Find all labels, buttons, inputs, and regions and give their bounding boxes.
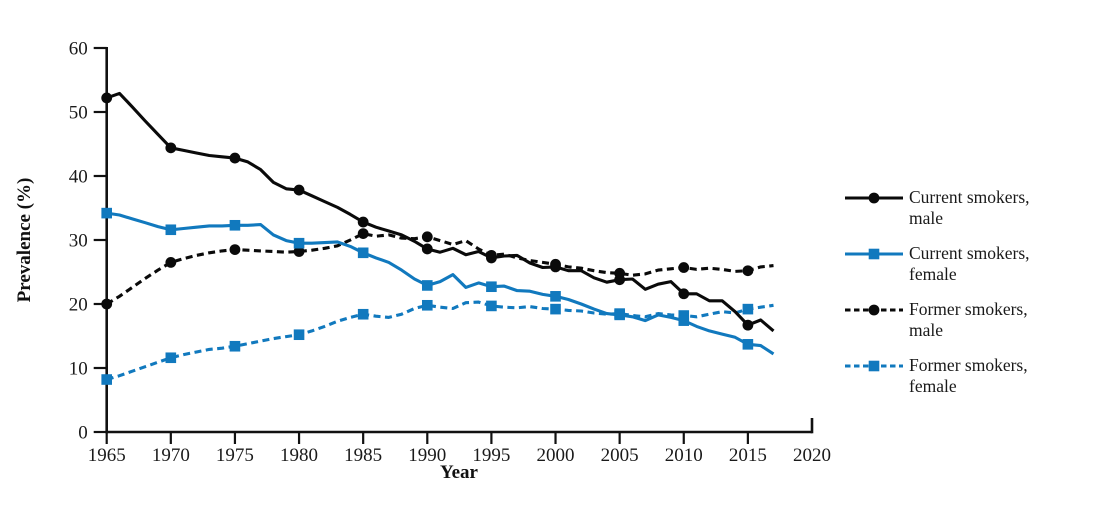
marker-circle-current-smokers-male: [101, 92, 113, 104]
legend-marker-square: [868, 248, 880, 260]
marker-square-former-smokers-female: [101, 374, 112, 385]
marker-square-current-smokers-female: [101, 207, 112, 219]
marker-circle-current-smokers-male: [165, 142, 177, 154]
legend: Current smokers, male Current smokers, f…: [845, 187, 1100, 397]
marker-square-current-smokers-female: [229, 219, 241, 231]
marker-square-current-smokers-female: [614, 309, 625, 321]
legend-sample-line-icon: [845, 191, 903, 205]
x-tick-label: 2000: [537, 445, 575, 466]
series-line-current-smokers-female: [106, 211, 775, 356]
marker-circle-former-smokers-male: [421, 231, 433, 243]
marker-circle-current-smokers-male: [550, 261, 561, 273]
marker-circle-current-smokers-male: [742, 319, 754, 331]
x-tick-label: 2005: [601, 445, 639, 466]
series-line-former-smokers-female: [106, 300, 774, 381]
series-layer: [101, 91, 775, 385]
legend-marker-circle: [868, 192, 880, 204]
marker-square-former-smokers-female: [550, 303, 561, 315]
marker-square-former-smokers-female: [421, 299, 433, 311]
marker-circle-former-smokers-male: [293, 246, 305, 257]
legend-label-line2: male: [909, 208, 944, 228]
y-tick-label: 30: [69, 231, 88, 252]
legend-label: Current smokers, male: [909, 187, 1030, 229]
legend-label-line1: Former smokers,: [909, 355, 1028, 375]
marker-square-former-smokers-female: [165, 352, 177, 364]
legend-label-line2: male: [909, 320, 944, 340]
marker-circle-current-smokers-male: [486, 252, 497, 264]
marker-square-current-smokers-female: [550, 291, 561, 302]
marker-circle-former-smokers-male: [357, 228, 369, 240]
x-tick-label: 2020: [793, 445, 831, 466]
marker-circle-current-smokers-male: [421, 243, 433, 255]
legend-item-former-smokers-female: Former smokers, female: [845, 355, 1100, 397]
x-tick-label: 2010: [665, 445, 703, 466]
legend-sample-line-icon: [845, 303, 903, 317]
marker-square-former-smokers-female: [357, 308, 369, 320]
y-tick-label: 0: [78, 423, 88, 444]
marker-circle-current-smokers-male: [293, 184, 305, 196]
legend-label-line2: female: [909, 376, 957, 396]
series-line-current-smokers-male: [106, 91, 775, 333]
legend-marker-square: [868, 360, 880, 372]
x-tick-label: 2015: [729, 445, 767, 466]
x-tick-label: 1980: [280, 445, 318, 466]
legend-label-line1: Former smokers,: [909, 299, 1028, 319]
y-tick-label: 20: [69, 295, 88, 316]
legend-item-former-smokers-male: Former smokers, male: [845, 299, 1100, 341]
y-axis-title: Prevalence (%): [14, 178, 35, 303]
y-tick-label: 60: [69, 39, 88, 60]
marker-circle-current-smokers-male: [678, 288, 690, 300]
y-tick-label: 40: [69, 167, 88, 188]
legend-marker-circle: [868, 304, 880, 316]
y-tick-label: 10: [69, 359, 88, 380]
marker-circle-former-smokers-male: [229, 244, 241, 256]
x-tick-label: 1985: [344, 445, 382, 466]
marker-square-current-smokers-female: [165, 224, 177, 236]
marker-circle-current-smokers-male: [614, 274, 626, 286]
marker-circle-former-smokers-male: [742, 265, 754, 277]
marker-square-former-smokers-female: [293, 329, 305, 341]
legend-label: Former smokers, female: [909, 355, 1028, 397]
marker-circle-current-smokers-male: [357, 216, 369, 228]
x-tick-label: 1965: [88, 445, 126, 466]
axes-layer: 0 10 20 30 40 50 60 1965 1970 1975 1980 1985 1990 199…: [69, 39, 831, 467]
x-axis-title: Year: [440, 462, 479, 483]
marker-square-current-smokers-female: [678, 315, 690, 326]
legend-label: Current smokers, female: [909, 243, 1030, 285]
marker-square-former-smokers-female: [229, 340, 241, 352]
marker-square-former-smokers-female: [742, 303, 754, 315]
legend-item-current-smokers-male: Current smokers, male: [845, 187, 1100, 229]
marker-square-current-smokers-female: [357, 247, 369, 259]
marker-circle-former-smokers-male: [165, 257, 177, 268]
legend-label-line2: female: [909, 264, 957, 284]
legend-sample-line-icon: [845, 359, 903, 373]
marker-square-former-smokers-female: [486, 300, 497, 312]
x-tick-label: 1975: [216, 445, 254, 466]
marker-circle-current-smokers-male: [229, 152, 241, 164]
legend-label-line1: Current smokers,: [909, 187, 1030, 207]
marker-square-current-smokers-female: [486, 281, 497, 293]
legend-label-line1: Current smokers,: [909, 243, 1030, 263]
x-tick-label: 1995: [472, 445, 510, 466]
x-tick-label: 1990: [408, 445, 446, 466]
marker-circle-former-smokers-male: [101, 298, 113, 310]
marker-square-current-smokers-female: [742, 339, 754, 350]
legend-sample-line-icon: [845, 247, 903, 261]
y-tick-label: 50: [69, 103, 88, 124]
marker-square-current-smokers-female: [421, 280, 433, 291]
legend-item-current-smokers-female: Current smokers, female: [845, 243, 1100, 285]
x-tick-label: 1970: [152, 445, 190, 466]
legend-label: Former smokers, male: [909, 299, 1028, 341]
marker-square-current-smokers-female: [293, 237, 305, 249]
marker-circle-former-smokers-male: [678, 262, 690, 273]
series-line-former-smokers-male: [105, 232, 774, 306]
